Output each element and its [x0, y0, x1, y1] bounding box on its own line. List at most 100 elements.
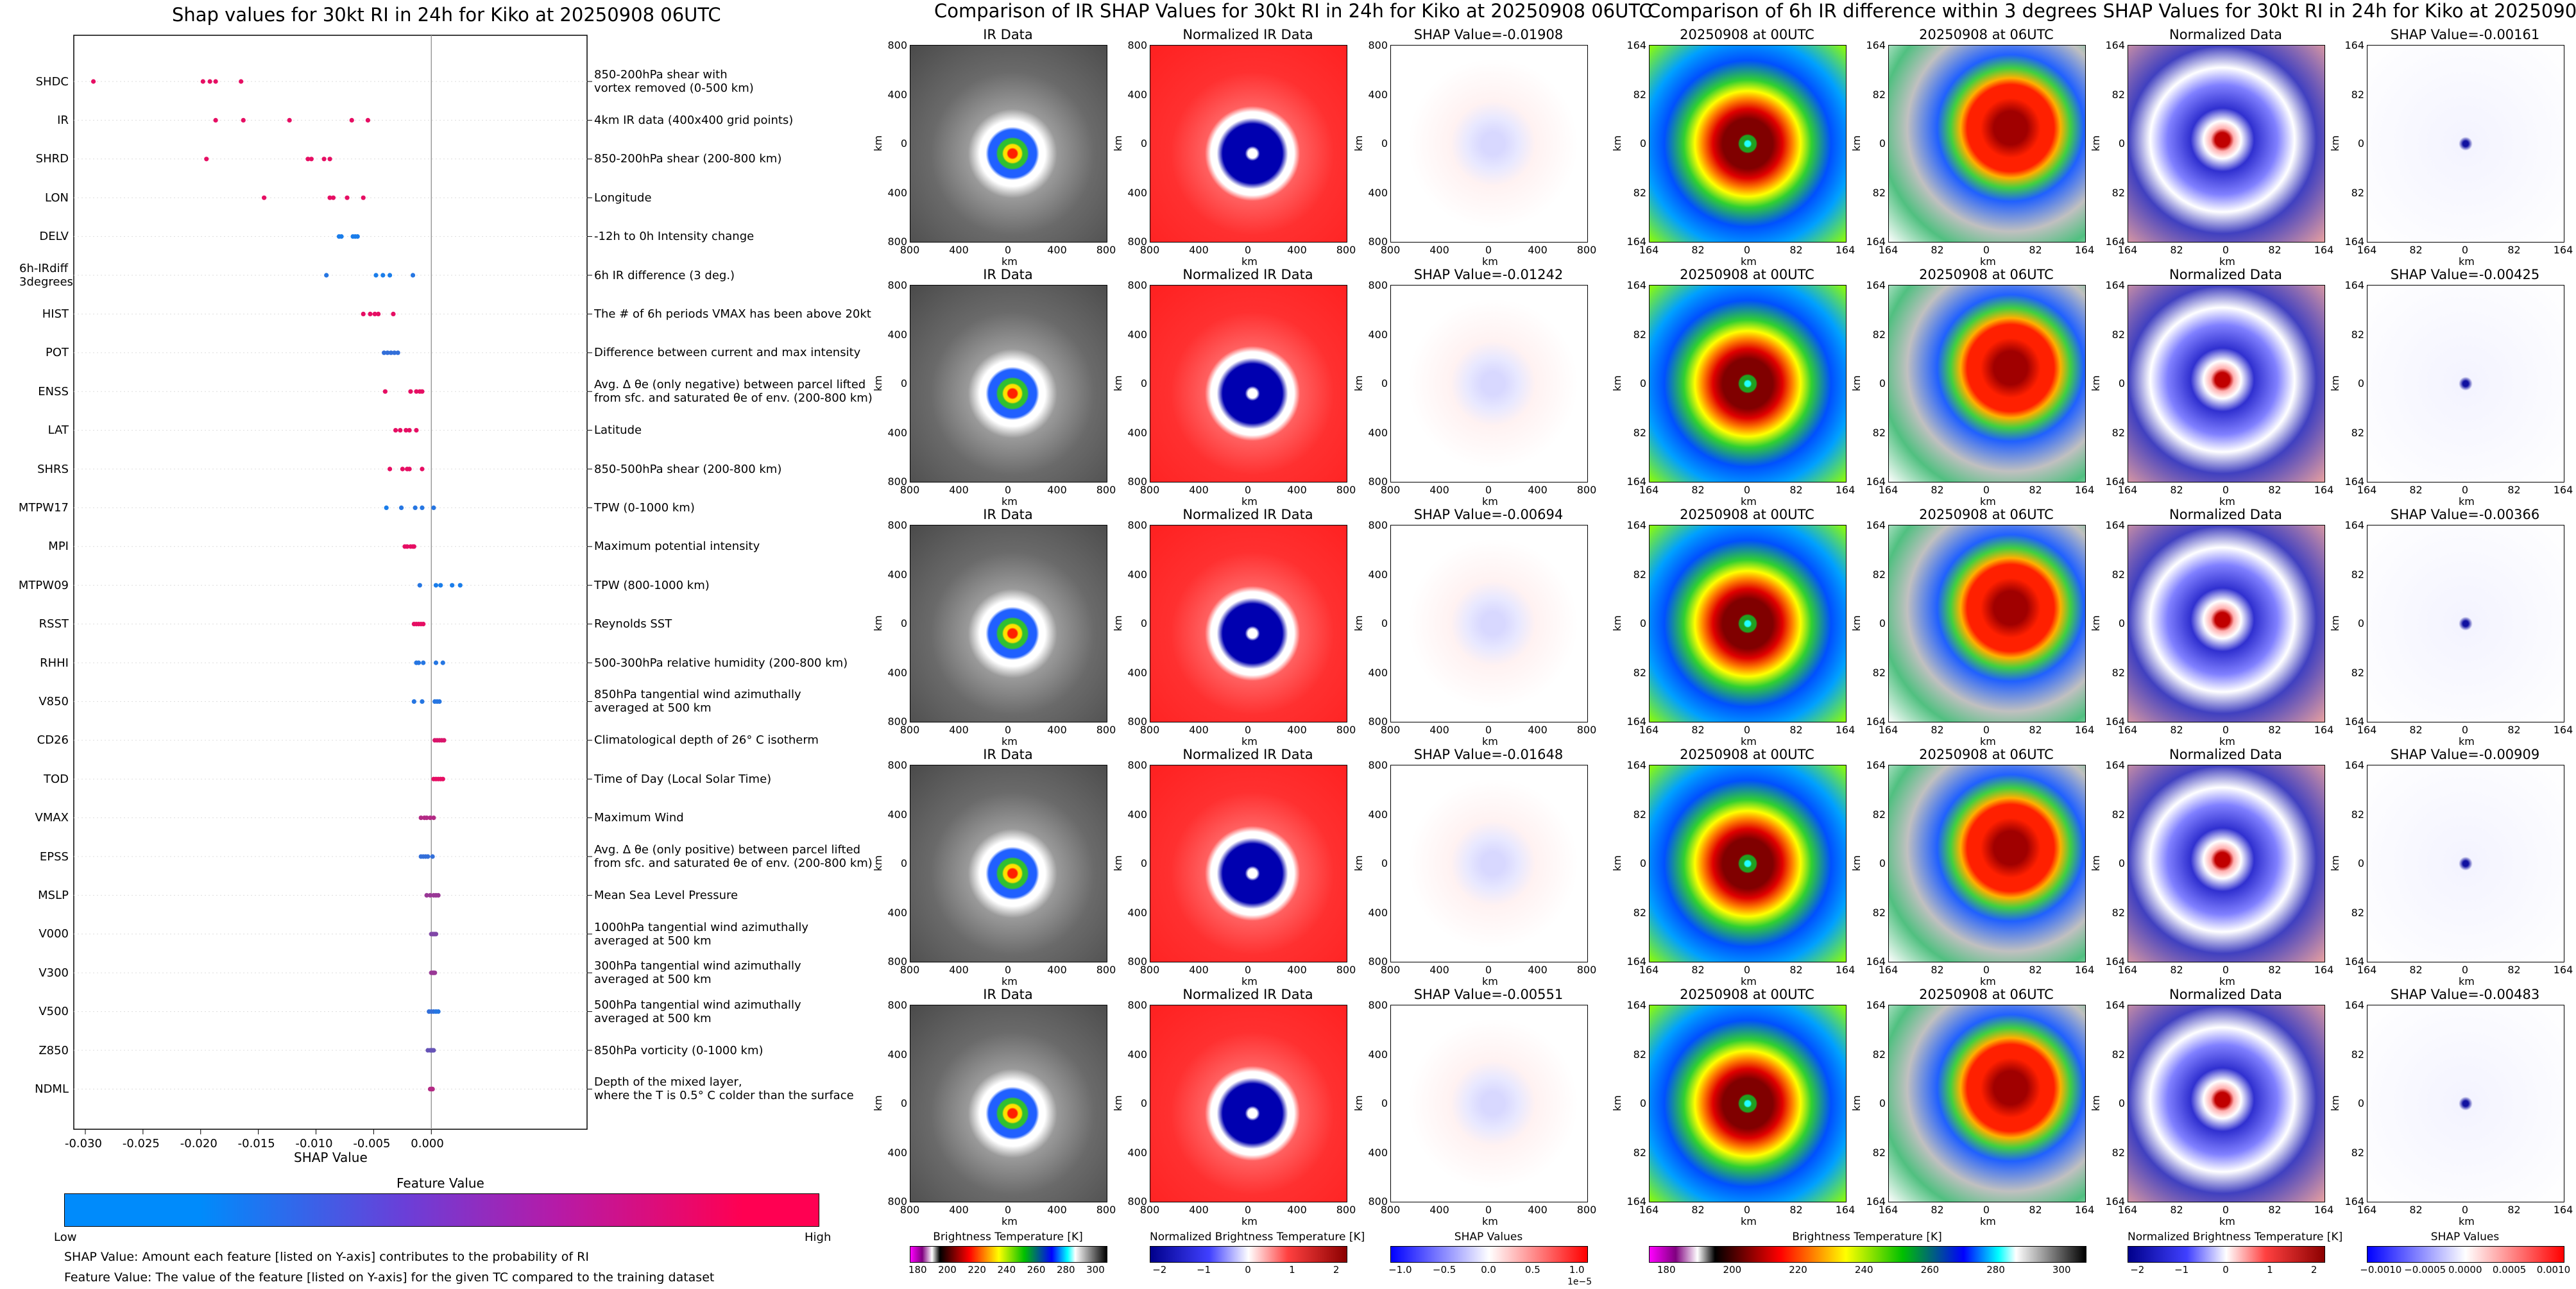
y-axis-unit: km [1850, 375, 1863, 391]
y-tick-label: 164 [2344, 955, 2364, 968]
y-tick-label: 82 [1633, 426, 1646, 439]
x-tick-label: 82 [2268, 484, 2282, 496]
y-tick-label: 82 [1872, 1048, 1886, 1061]
shap-point [438, 583, 443, 588]
bottom-colorbar-tick: −1 [2174, 1264, 2189, 1276]
bottom-colorbar [2367, 1246, 2564, 1263]
shap-point [207, 79, 212, 84]
y-axis-unit: km [2328, 135, 2341, 151]
feature-description: Reynolds SST [594, 617, 672, 631]
x-tick-label: 800 [1096, 484, 1116, 496]
x-tick-label: 0 [1983, 244, 1990, 256]
x-tick-label: 400 [1528, 484, 1548, 496]
y-tick-label: 0 [1879, 377, 1886, 389]
x-axis-unit: km [1002, 1215, 1018, 1227]
irdiff-00utc-panel [1649, 1005, 1847, 1202]
y-axis-unit: km [2089, 855, 2102, 871]
irdiff-shap-panel [2367, 1005, 2564, 1202]
y-tick-label: 0 [2357, 137, 2364, 149]
y-tick-label: 82 [2351, 906, 2364, 919]
x-tick-label: 164 [1878, 724, 1898, 736]
y-tick-label: 0 [2357, 1097, 2364, 1109]
y-tick-label: 82 [2351, 808, 2364, 821]
y-tick-label: 400 [1368, 906, 1388, 919]
y-tick-label: 82 [1872, 88, 1886, 101]
x-tick-label: -0.010 [295, 1137, 333, 1150]
y-tick-label: 82 [1872, 186, 1886, 199]
y-tick-label: 0 [1140, 617, 1147, 629]
y-tick-label: 800 [887, 39, 907, 51]
feature-label: RHHI [40, 656, 69, 670]
y-tick-label: 164 [2105, 235, 2125, 248]
x-tick-label: 164 [1835, 724, 1855, 736]
y-tick-label: 400 [1127, 328, 1147, 341]
x-axis-unit: km [2219, 255, 2235, 268]
y-tick-label: 0 [2357, 617, 2364, 629]
y-tick-label: 164 [1626, 235, 1646, 248]
bottom-colorbar-label: Brightness Temperature [K] [1792, 1231, 1942, 1243]
y-tick-label: 164 [1866, 235, 1886, 248]
y-tick-label: 800 [887, 235, 907, 248]
y-tick-label: 400 [1127, 426, 1147, 439]
y-axis-unit: km [2089, 135, 2102, 151]
x-axis-unit: km [1002, 495, 1018, 508]
x-tick-label: 0 [1743, 724, 1751, 736]
shap-point [398, 505, 404, 511]
x-tick-label: 800 [900, 484, 920, 496]
irdiff-00utc-panel [1649, 45, 1847, 243]
x-tick-label: 400 [1528, 244, 1548, 256]
irdiff-normalized-panel [2128, 285, 2325, 482]
x-tick-label: 82 [2268, 964, 2282, 976]
bottom-colorbar-tick: −0.0005 [2404, 1264, 2446, 1276]
shap-point [436, 1009, 441, 1014]
feature-label: HIST [42, 307, 69, 321]
x-axis-unit: km [1980, 735, 1996, 747]
bottom-colorbar-tick: 280 [1056, 1264, 1075, 1276]
y-tick-label: 164 [1626, 475, 1646, 488]
y-axis-unit: km [2089, 375, 2102, 391]
x-tick-label: 164 [2314, 244, 2334, 256]
y-axis-unit: km [2089, 615, 2102, 631]
x-axis-unit: km [1980, 495, 1996, 508]
y-tick-label: 82 [2351, 88, 2364, 101]
x-tick-label: 400 [1189, 484, 1209, 496]
x-tick-label: 164 [1835, 484, 1855, 496]
x-tick-label: 164 [1835, 1204, 1855, 1216]
y-axis-unit: km [1111, 375, 1124, 391]
x-tick-label: -0.005 [353, 1137, 391, 1150]
ir-shap-panel [1390, 285, 1588, 482]
y-tick-label: 0 [1140, 137, 1147, 149]
x-tick-label: 164 [1639, 964, 1659, 976]
bottom-colorbar-tick: 1.0 [1569, 1264, 1585, 1276]
shap-point [421, 622, 426, 627]
x-tick-label: 0 [2461, 484, 2469, 496]
x-tick-label: 82 [2268, 1204, 2282, 1216]
y-axis-unit: km [1352, 135, 1365, 151]
y-tick-label: 800 [1368, 955, 1388, 968]
y-tick-label: 164 [1626, 39, 1646, 51]
x-tick-label: 800 [900, 1204, 920, 1216]
y-tick-label: 400 [887, 906, 907, 919]
x-tick-label: 164 [2553, 244, 2573, 256]
irdiff-shap-title: SHAP Value=-0.00425 [2390, 267, 2540, 282]
y-tick-label: 164 [2105, 39, 2125, 51]
y-tick-label: 164 [2344, 1195, 2364, 1208]
x-tick-label: 82 [2507, 964, 2521, 976]
y-tick-label: 0 [2357, 857, 2364, 869]
x-tick-label: 164 [2314, 964, 2334, 976]
feature-label: LAT [47, 423, 69, 438]
irdiff-00utc-panel [1649, 765, 1847, 962]
x-axis-unit: km [1482, 975, 1498, 987]
y-tick-label: 164 [2105, 955, 2125, 968]
ir-shap-panel [1390, 45, 1588, 243]
x-tick-label: 800 [1380, 964, 1401, 976]
y-tick-label: 82 [2111, 1048, 2125, 1061]
feature-description: Avg. Δ θe (only positive) between parcel… [594, 843, 873, 870]
x-tick-label: 82 [2170, 244, 2183, 256]
x-axis-unit: km [2459, 975, 2475, 987]
x-tick-label: 400 [1528, 964, 1548, 976]
y-tick-label: 400 [1368, 1146, 1388, 1159]
x-tick-label: 0 [1244, 244, 1252, 256]
shap-point [327, 195, 332, 200]
bottom-colorbar-tick: 1 [2267, 1264, 2273, 1276]
